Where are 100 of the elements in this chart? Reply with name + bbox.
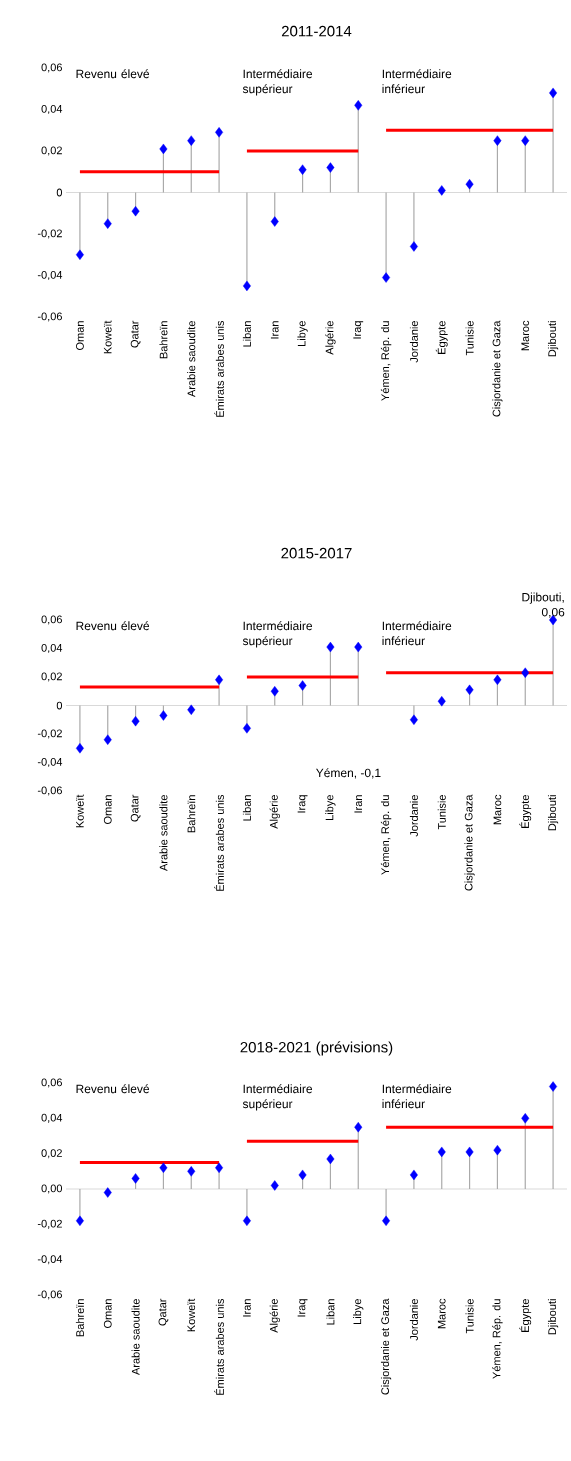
chart-title: 2018-2021 (prévisions) <box>240 1041 393 1056</box>
annotation: Revenu élevé <box>76 1084 150 1094</box>
point <box>382 272 391 283</box>
point <box>159 710 168 721</box>
y-tick-label: 0,00 <box>41 1184 63 1194</box>
point <box>75 249 84 260</box>
x-tick-label: Iraq <box>297 795 308 813</box>
point <box>354 100 363 111</box>
x-tick-label: Jordanie <box>409 795 418 837</box>
point <box>215 127 224 138</box>
chart-title: 2011-2014 <box>281 25 352 37</box>
x-tick-label: Bahreïn <box>75 1299 84 1337</box>
x-tick-label: Qatar <box>130 320 141 348</box>
point <box>270 1180 279 1191</box>
annotation: Intermédiaire inférieur <box>382 1084 452 1109</box>
x-tick-label: Yémen, Rép. du <box>380 321 392 401</box>
x-tick-label: Yémen, Rép. du <box>492 1299 503 1379</box>
x-tick-label: Algérie <box>269 795 280 829</box>
annotation: Intermédiaire supérieur <box>242 621 313 648</box>
x-tick-label: Bahreïn <box>187 795 196 833</box>
x-tick-label: Arabie saoudite <box>131 1299 140 1375</box>
x-tick-label: Cisjordanie et Gaza <box>380 1298 392 1395</box>
x-tick-label: Égypte <box>435 321 448 354</box>
y-tick-label: -0,04 <box>37 270 63 281</box>
x-tick-label: Arabie saoudite <box>159 795 168 871</box>
point <box>103 1187 112 1198</box>
x-tick-label: Tunisie <box>437 795 446 830</box>
y-tick-label: 0,02 <box>41 146 62 156</box>
x-tick-label: Iraq <box>297 1299 308 1317</box>
point <box>493 674 502 686</box>
point <box>326 162 335 173</box>
point <box>409 1169 418 1181</box>
x-tick-label: Oman <box>103 1299 112 1328</box>
point <box>465 684 474 696</box>
y-tick-label: -0,04 <box>37 757 63 768</box>
point <box>242 1215 251 1227</box>
point <box>187 135 196 146</box>
x-tick-label: Koweït <box>187 1298 196 1332</box>
point <box>75 743 84 754</box>
y-tick-label: -0,02 <box>37 229 62 239</box>
y-tick-label: -0,04 <box>37 1255 63 1265</box>
x-tick-label: Iran <box>243 1299 251 1317</box>
x-tick-label: Djibouti <box>547 321 559 357</box>
point <box>103 218 112 229</box>
point <box>465 1146 474 1158</box>
point <box>326 1153 335 1165</box>
x-tick-label: Égypte <box>519 795 532 828</box>
point <box>103 734 112 745</box>
point <box>493 1144 502 1156</box>
point <box>493 135 502 146</box>
y-tick-label: -0,02 <box>37 729 62 739</box>
annotation: Yémen, -0,1 <box>316 768 381 779</box>
point <box>298 1169 307 1181</box>
y-tick-label: 0,04 <box>41 1113 63 1123</box>
x-tick-label: Algérie <box>325 321 336 355</box>
y-tick-label: 0,06 <box>41 63 62 73</box>
x-tick-label: Arabie saoudite <box>187 321 196 397</box>
x-tick-label: Cisjordanie et Gaza <box>492 320 503 417</box>
y-tick-label: 0,02 <box>41 1149 62 1159</box>
x-tick-label: Émirats arabes unis <box>214 1298 224 1395</box>
x-tick-label: Tunisie <box>465 1299 474 1334</box>
point <box>187 704 196 715</box>
x-tick-label: Djibouti <box>547 1299 559 1335</box>
point <box>242 280 251 292</box>
point <box>187 1166 196 1177</box>
point <box>521 667 530 678</box>
x-tick-label: Qatar <box>130 794 141 822</box>
x-tick-label: Liban <box>242 795 251 821</box>
x-tick-label: Tunisie <box>465 321 474 356</box>
point <box>131 1173 140 1184</box>
y-tick-label: 0,02 <box>41 672 62 682</box>
x-tick-label: Algérie <box>269 1299 280 1333</box>
x-tick-label: Yémen, Rép. du <box>380 795 392 875</box>
y-tick-label: 0 <box>56 701 63 710</box>
point <box>159 1162 168 1174</box>
point <box>298 164 307 175</box>
y-tick-label: 0,06 <box>41 1078 62 1088</box>
x-tick-label: Libye <box>353 1299 364 1324</box>
point <box>382 1215 391 1227</box>
y-tick-label: -0,06 <box>37 312 62 322</box>
x-tick-label: Émirats arabes unis <box>214 794 224 891</box>
point <box>437 696 446 707</box>
y-tick-label: 0,04 <box>41 104 63 115</box>
y-tick-label: -0,06 <box>37 1290 62 1300</box>
point <box>242 723 251 734</box>
x-tick-label: Oman <box>76 321 84 350</box>
point <box>270 216 279 227</box>
point <box>131 205 140 217</box>
x-tick-label: Libye <box>297 321 308 346</box>
point <box>326 641 335 653</box>
point <box>75 1215 84 1227</box>
point <box>549 87 558 99</box>
annotation: Revenu élevé <box>76 621 150 631</box>
point <box>521 1113 530 1124</box>
x-tick-label: Oman <box>103 795 112 824</box>
chart-title: 2015-2017 <box>281 547 352 559</box>
point <box>354 1121 363 1133</box>
x-tick-label: Égypte <box>519 1299 532 1332</box>
x-tick-label: Maroc <box>437 1298 446 1329</box>
annotation: Intermédiaire inférieur <box>382 621 452 646</box>
